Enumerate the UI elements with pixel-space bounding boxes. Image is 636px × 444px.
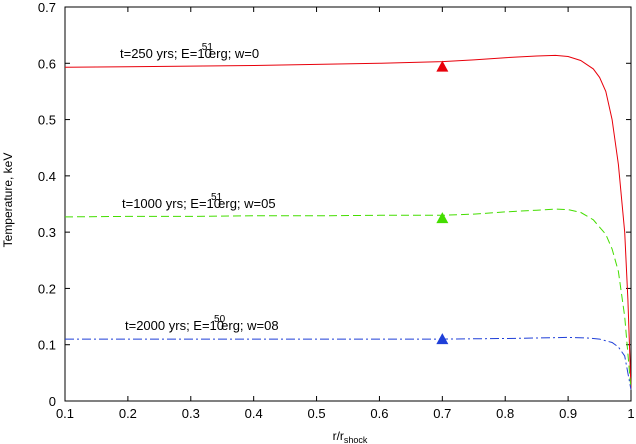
x-tick-label: 0.1: [56, 406, 74, 421]
series-lines: [64, 54, 632, 390]
annotation-text: t=2000 yrs; E=10: [125, 318, 224, 333]
annotation-text: t=250 yrs; E=10: [120, 46, 212, 61]
x-axis-label-main: r/r: [333, 429, 344, 443]
x-tick-label: 0.4: [245, 406, 263, 421]
annotation-exponent: 50: [214, 314, 226, 325]
y-tick-label: 0.6: [38, 56, 56, 71]
x-tick-label: 0.9: [559, 406, 577, 421]
series-line: [64, 208, 632, 390]
x-tick-label: 0.7: [433, 406, 451, 421]
annotation-text-after: erg; w=08: [221, 318, 278, 333]
series-marker: [436, 60, 449, 72]
y-tick-label: 0.1: [38, 338, 56, 353]
y-tick-label: 0.5: [38, 113, 56, 128]
y-axis-label: Temperature, keV: [1, 153, 15, 248]
y-tick-label: 0.2: [38, 281, 56, 296]
series-line: [65, 336, 632, 390]
y-tick-label: 0.3: [38, 225, 56, 240]
x-tick-label: 0.3: [182, 406, 200, 421]
series-annotation: t=1000 yrs; E=1051erg; w=05: [122, 192, 276, 211]
x-axis-label-sub: shock: [344, 435, 368, 444]
series-annotation: t=2000 yrs; E=1050erg; w=08: [125, 314, 279, 333]
annotation-text-after: erg; w=0: [209, 46, 259, 61]
annotation-text: t=1000 yrs; E=10: [122, 196, 221, 211]
plot-frame: [64, 6, 632, 402]
y-tick-label: 0.7: [38, 0, 56, 15]
x-tick-label: 0.2: [119, 406, 137, 421]
x-tick-label: 0.5: [308, 406, 326, 421]
series-annotation: t=250 yrs; E=1051erg; w=0: [120, 42, 259, 61]
y-tick-label: 0.4: [38, 169, 56, 184]
x-axis-label: r/rshock: [333, 429, 368, 444]
x-tick-label: 0.6: [370, 406, 388, 421]
series-marker: [436, 212, 449, 224]
series-marker: [436, 333, 449, 345]
y-tick-label: 0: [49, 394, 56, 409]
x-tick-label: 0.8: [496, 406, 514, 421]
series-markers: [436, 60, 449, 345]
axis-tick-labels: 0.1 0.2 0.3 0.4 0.5 0.6 0.7 0.8 0.9 100.10.20.30.…: [38, 0, 635, 421]
x-tick-label: 1: [627, 406, 634, 421]
axis-ticks: [64, 6, 632, 402]
annotation-text-after: erg; w=05: [218, 196, 275, 211]
annotation-exponent: 51: [211, 192, 223, 203]
series-line: [64, 54, 632, 390]
series-annotations: t=250 yrs; E=1051erg; w=0t=1000 yrs; E=1…: [120, 42, 279, 333]
annotation-exponent: 51: [202, 42, 214, 53]
